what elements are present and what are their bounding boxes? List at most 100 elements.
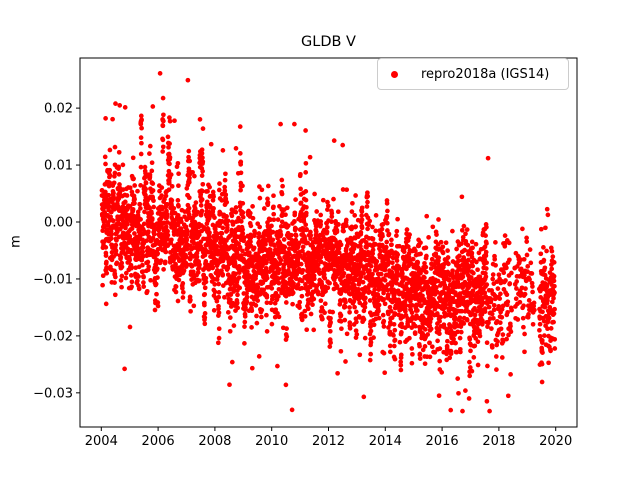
data-point <box>424 213 430 219</box>
data-point <box>427 354 433 360</box>
data-point <box>439 370 445 375</box>
data-point <box>259 187 265 193</box>
data-point <box>456 390 461 396</box>
data-point <box>113 242 119 248</box>
data-point <box>548 348 553 354</box>
data-point <box>147 143 153 149</box>
data-point <box>436 217 441 222</box>
data-point <box>205 189 210 194</box>
data-point <box>225 265 231 271</box>
data-point <box>292 121 297 127</box>
data-point <box>376 302 382 308</box>
data-point <box>541 318 547 324</box>
data-point <box>271 217 277 223</box>
data-point <box>430 224 436 230</box>
data-point <box>135 278 140 284</box>
chart-title: GLDB V <box>301 34 356 50</box>
data-point <box>503 278 508 283</box>
data-point <box>372 287 378 292</box>
x-axis-ticks: 2004 2006 2008 2010 2012 2014 2016 2018 2020 <box>85 427 572 449</box>
data-point <box>440 250 446 256</box>
x-tick-label: 2012 <box>312 434 345 449</box>
data-point <box>434 232 439 237</box>
data-point <box>470 263 476 269</box>
data-point <box>484 260 489 266</box>
data-point <box>500 332 506 337</box>
data-point <box>178 219 184 224</box>
data-point <box>467 321 473 327</box>
data-point <box>254 320 260 326</box>
data-point <box>468 348 473 354</box>
data-point <box>228 292 234 297</box>
data-point <box>202 315 208 320</box>
data-point <box>381 318 387 324</box>
data-point <box>493 240 498 245</box>
data-point <box>244 299 250 305</box>
data-point <box>222 184 228 190</box>
data-point <box>415 259 421 265</box>
data-point <box>127 257 133 263</box>
data-point <box>129 284 134 290</box>
data-point <box>353 224 359 229</box>
data-point <box>356 286 361 292</box>
data-point <box>203 275 209 281</box>
data-point <box>363 295 368 301</box>
data-point <box>160 95 166 101</box>
data-point <box>141 221 147 227</box>
data-point <box>405 244 411 250</box>
data-point <box>332 267 337 273</box>
data-point <box>185 77 191 83</box>
data-point <box>469 368 475 374</box>
data-point <box>261 206 267 211</box>
data-point <box>458 324 464 329</box>
data-point <box>409 310 415 316</box>
data-point <box>380 233 385 239</box>
data-point <box>107 173 113 178</box>
data-point <box>445 255 451 260</box>
data-point <box>112 144 118 150</box>
data-point <box>110 116 115 122</box>
data-point <box>539 360 544 366</box>
data-point <box>238 219 244 224</box>
data-point <box>140 249 146 255</box>
data-point <box>368 328 374 334</box>
data-point <box>307 154 313 160</box>
data-point <box>491 307 497 313</box>
data-point <box>448 351 454 357</box>
data-point <box>374 259 380 264</box>
data-point <box>531 300 537 306</box>
data-point <box>303 210 309 216</box>
data-point <box>423 269 429 275</box>
data-point <box>200 159 206 165</box>
data-point <box>137 201 143 207</box>
data-point <box>314 209 320 214</box>
data-point <box>521 303 526 309</box>
data-point <box>138 135 144 140</box>
data-point <box>175 198 181 203</box>
data-point <box>103 253 109 258</box>
data-point <box>358 230 364 235</box>
data-point <box>505 393 511 399</box>
data-point <box>357 352 363 358</box>
data-point <box>214 244 220 249</box>
data-point <box>509 270 514 276</box>
data-point <box>388 308 394 314</box>
data-point <box>216 281 222 287</box>
data-point <box>154 291 159 297</box>
data-point <box>149 168 155 174</box>
data-point <box>362 300 368 306</box>
data-point <box>114 237 119 243</box>
data-point <box>135 209 141 215</box>
data-point <box>462 247 468 253</box>
data-point <box>494 367 499 372</box>
data-point <box>504 265 509 271</box>
data-point <box>524 252 530 258</box>
data-point <box>200 181 206 187</box>
data-point <box>264 275 270 281</box>
data-point <box>318 212 324 218</box>
data-point <box>368 324 373 329</box>
data-point <box>190 269 196 275</box>
data-point <box>418 240 423 246</box>
data-point <box>370 224 375 230</box>
data-point <box>212 215 217 220</box>
